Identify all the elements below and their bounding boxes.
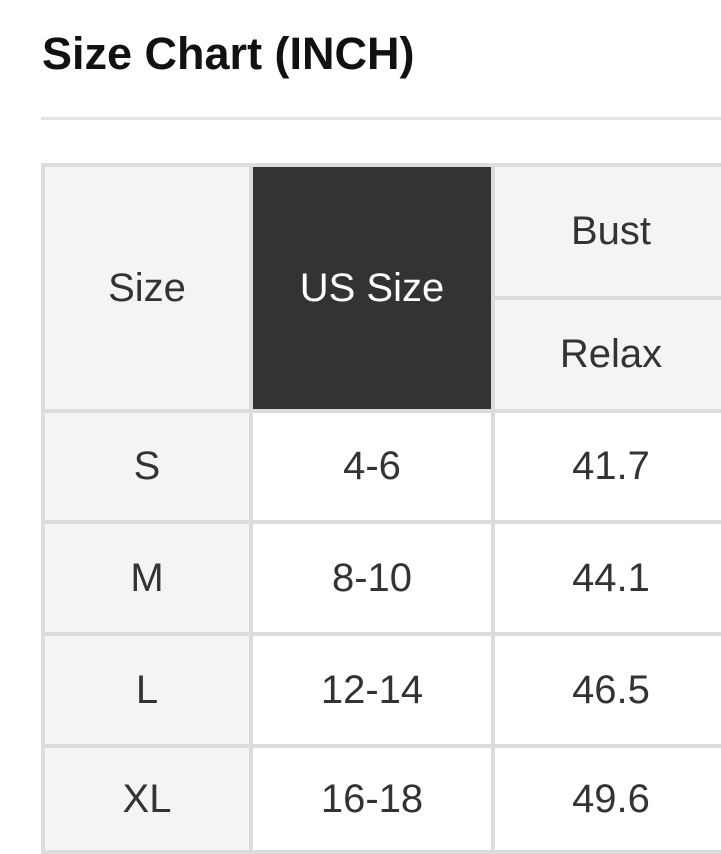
- row-bust-relax: 44.1: [491, 520, 721, 636]
- row-size: S: [41, 409, 253, 524]
- header-size: Size: [41, 163, 253, 413]
- row-size: XL: [41, 744, 253, 854]
- row-us-size: 4-6: [249, 409, 495, 524]
- row-bust-relax: 46.5: [491, 632, 721, 748]
- row-us-size: 8-10: [249, 520, 495, 636]
- row-us-size: 12-14: [249, 632, 495, 748]
- row-size: M: [41, 520, 253, 636]
- header-bust: Bust: [491, 163, 721, 300]
- divider: [41, 117, 721, 120]
- header-us-size: US Size: [249, 163, 495, 413]
- page-title: Size Chart (INCH): [42, 28, 415, 79]
- row-bust-relax: 49.6: [491, 744, 721, 854]
- header-relax: Relax: [491, 296, 721, 413]
- row-size: L: [41, 632, 253, 748]
- row-bust-relax: 41.7: [491, 409, 721, 524]
- row-us-size: 16-18: [249, 744, 495, 854]
